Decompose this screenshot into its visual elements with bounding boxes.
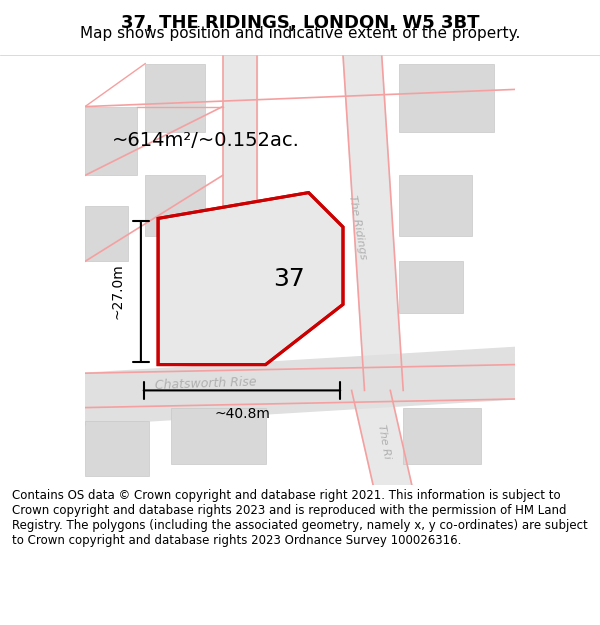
Polygon shape bbox=[399, 261, 463, 313]
Polygon shape bbox=[158, 192, 343, 364]
Text: Chatsworth Rise: Chatsworth Rise bbox=[154, 376, 256, 392]
Polygon shape bbox=[85, 206, 128, 261]
Polygon shape bbox=[85, 356, 515, 425]
Polygon shape bbox=[85, 348, 515, 425]
Polygon shape bbox=[85, 421, 149, 476]
Polygon shape bbox=[145, 176, 205, 236]
Polygon shape bbox=[145, 64, 205, 132]
Text: ~27.0m: ~27.0m bbox=[110, 264, 124, 319]
Text: 37, THE RIDINGS, LONDON, W5 3BT: 37, THE RIDINGS, LONDON, W5 3BT bbox=[121, 14, 479, 32]
Text: ~614m²/~0.152ac.: ~614m²/~0.152ac. bbox=[112, 131, 299, 151]
Polygon shape bbox=[403, 408, 481, 464]
Polygon shape bbox=[399, 64, 493, 132]
Polygon shape bbox=[399, 176, 472, 236]
Text: ~40.8m: ~40.8m bbox=[214, 407, 270, 421]
Polygon shape bbox=[85, 107, 137, 176]
Text: The Ridings: The Ridings bbox=[347, 194, 368, 260]
Text: 37: 37 bbox=[272, 267, 304, 291]
Polygon shape bbox=[343, 55, 403, 391]
Polygon shape bbox=[352, 391, 412, 485]
Text: The Ri: The Ri bbox=[376, 424, 392, 460]
Text: Contains OS data © Crown copyright and database right 2021. This information is : Contains OS data © Crown copyright and d… bbox=[12, 489, 588, 548]
Polygon shape bbox=[223, 55, 257, 391]
Polygon shape bbox=[171, 408, 266, 464]
Text: Map shows position and indicative extent of the property.: Map shows position and indicative extent… bbox=[80, 26, 520, 41]
